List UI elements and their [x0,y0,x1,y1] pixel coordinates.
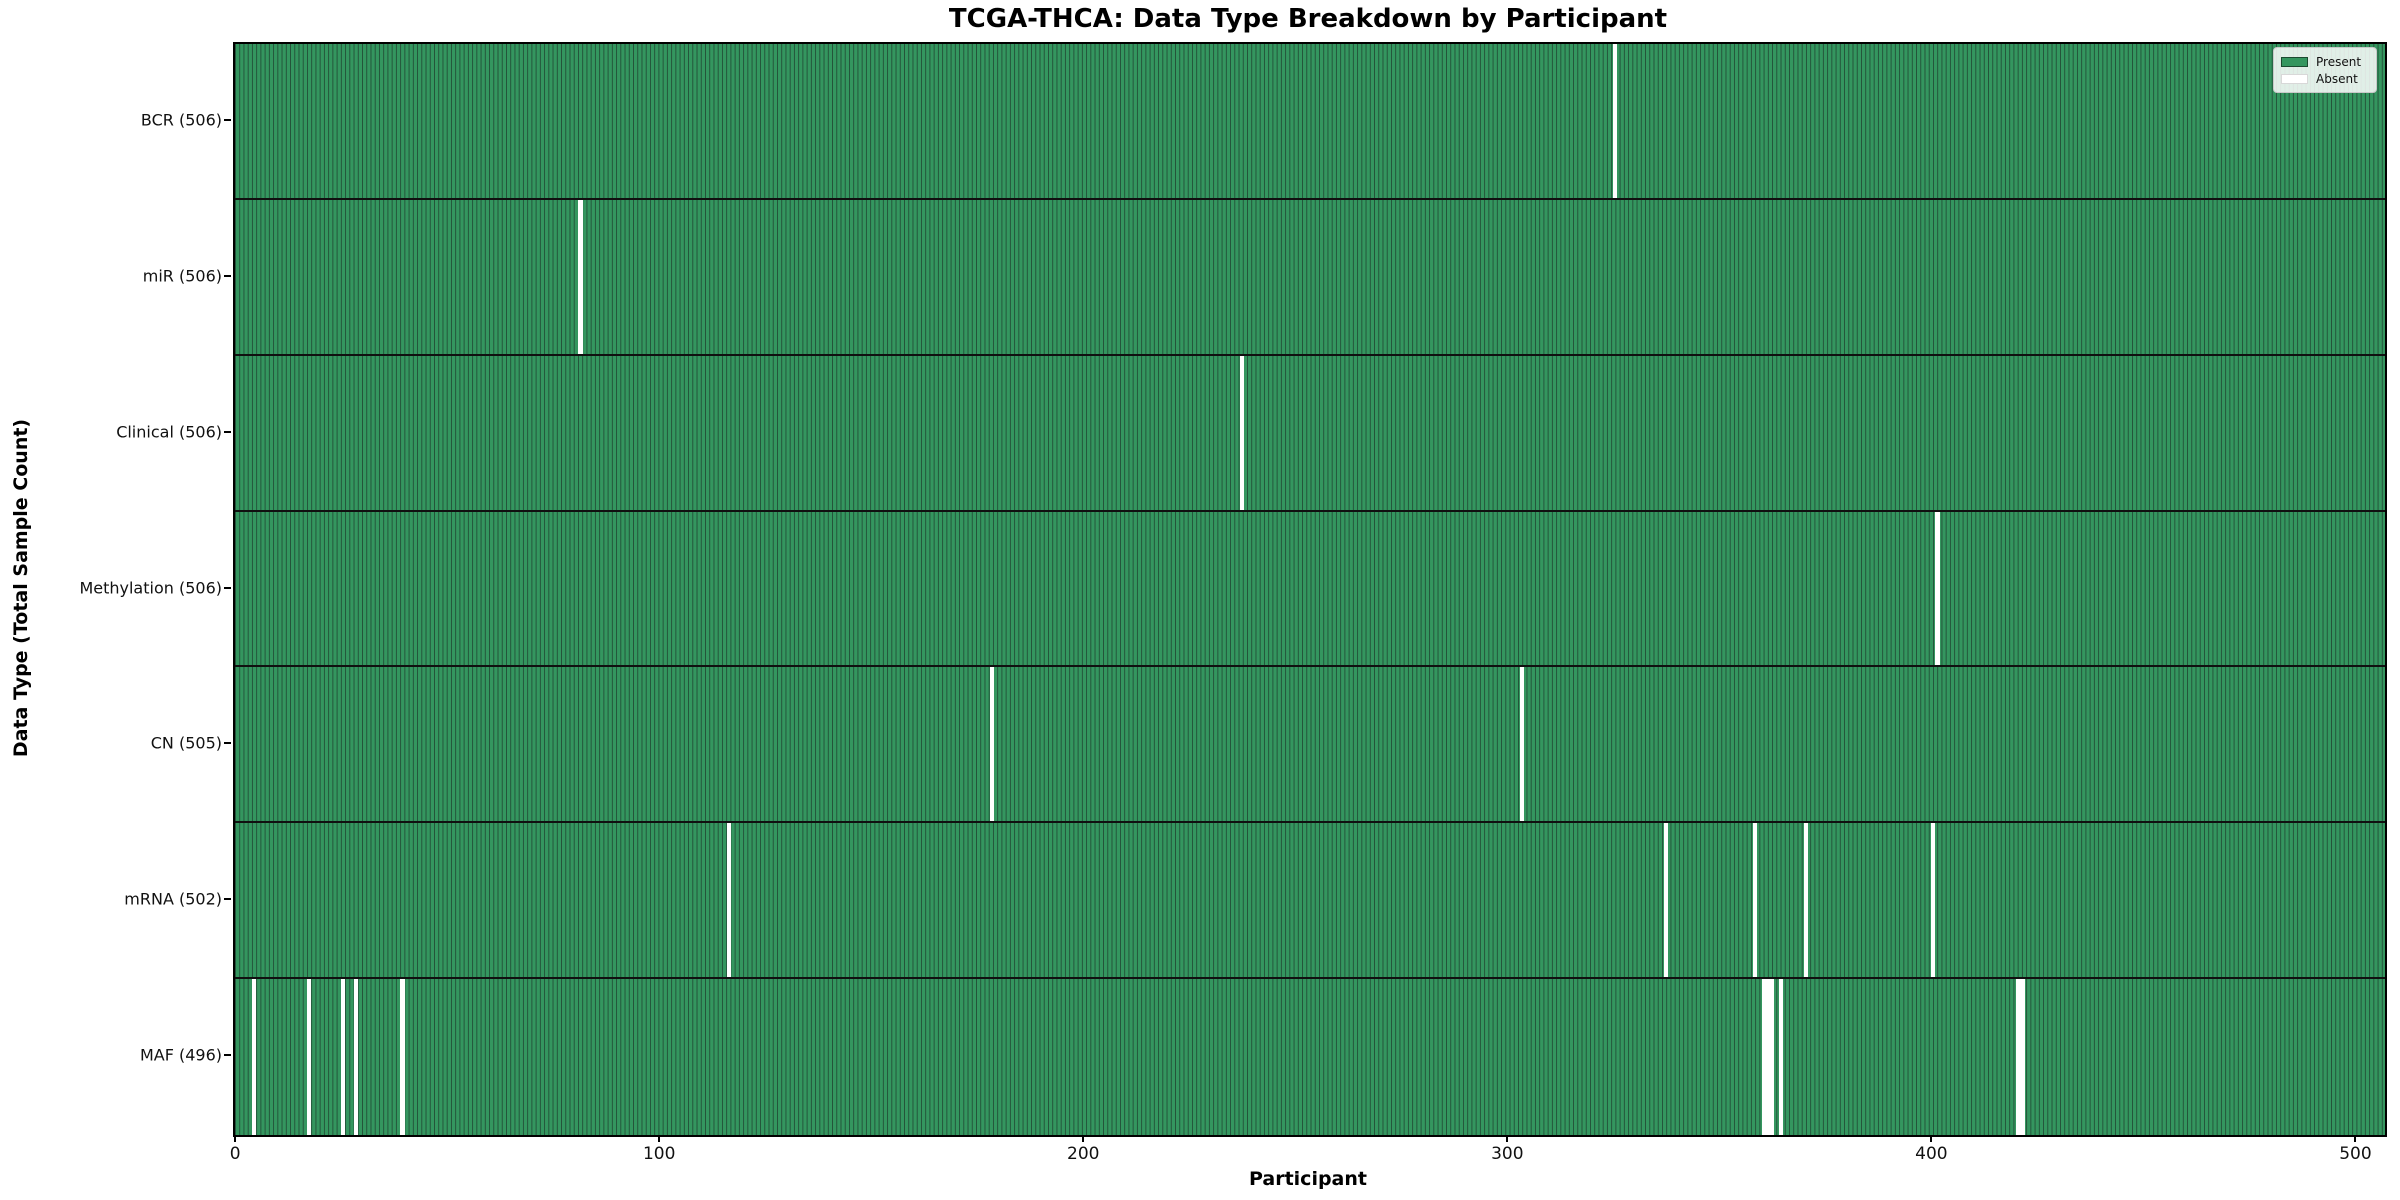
data-row-mrna [235,823,2385,980]
x-tick-label: 400 [1915,1144,1948,1164]
y-tick-mark [224,1054,231,1057]
absent-mark [2020,979,2025,1135]
x-tick-label: 0 [229,1144,241,1164]
legend: Present Absent [2273,47,2377,93]
absent-mark [353,979,358,1135]
absent-swatch-icon [2281,73,2308,84]
y-tick-mark [224,430,231,433]
absent-mark [1664,823,1669,978]
absent-mark [1778,979,1783,1135]
data-row-cn [235,667,2385,824]
x-tick-label: 300 [1491,1144,1524,1164]
absent-mark [1765,979,1771,1135]
x-tick-mark [1930,1135,1933,1142]
absent-mark [307,979,312,1135]
absent-mark [1804,823,1809,978]
absent-mark [1761,979,1766,1135]
x-tick-mark [1082,1135,1085,1142]
absent-mark [1613,44,1618,198]
x-tick-mark [2354,1135,2357,1142]
absent-mark [1935,511,1940,666]
data-row-methylation [235,511,2385,668]
y-tick-mark [224,274,231,277]
absent-mark [1519,667,1525,822]
data-row-clinical [235,355,2385,512]
x-tick-mark [1506,1135,1509,1142]
legend-entry-absent: Absent [2281,70,2369,87]
y-tick-mark [224,118,231,121]
x-tick-label: 500 [2339,1144,2372,1164]
plot-area [233,42,2387,1137]
row-label-bcr: BCR (506) [140,110,222,130]
y-tick-mark [224,742,231,745]
row-label-methylation: Methylation (506) [79,578,222,597]
absent-mark [1240,355,1245,510]
row-label-mir: miR (506) [142,266,222,286]
absent-mark [1770,979,1775,1135]
x-tick-mark [658,1135,661,1142]
data-row-maf [235,979,2385,1135]
legend-entry-present: Present [2281,53,2369,70]
absent-mark [251,979,257,1135]
row-label-cn: CN (505) [150,733,222,753]
x-axis-label: Participant [1248,1168,1367,1190]
absent-mark [726,823,732,978]
absent-mark [341,979,346,1135]
x-tick-label: 200 [1067,1144,1100,1164]
legend-label-absent: Absent [2316,71,2358,86]
data-row-mir [235,199,2385,356]
absent-mark [1931,823,1936,978]
absent-mark [578,199,583,354]
absent-mark [400,979,405,1135]
x-tick-mark [234,1135,237,1142]
y-tick-mark [224,586,231,589]
data-row-bcr [235,44,2385,200]
row-label-clinical: Clinical (506) [116,422,222,442]
absent-mark [2016,979,2021,1135]
absent-mark [1753,823,1758,978]
present-swatch-icon [2281,56,2308,67]
chart-title: TCGA-THCA: Data Type Breakdown by Partic… [948,4,1668,34]
y-tick-mark [224,898,231,901]
legend-label-present: Present [2316,54,2362,69]
row-label-maf: MAF (496) [139,1045,222,1065]
absent-mark [989,667,995,822]
x-tick-label: 100 [642,1144,676,1164]
row-label-mrna: mRNA (502) [124,889,222,909]
